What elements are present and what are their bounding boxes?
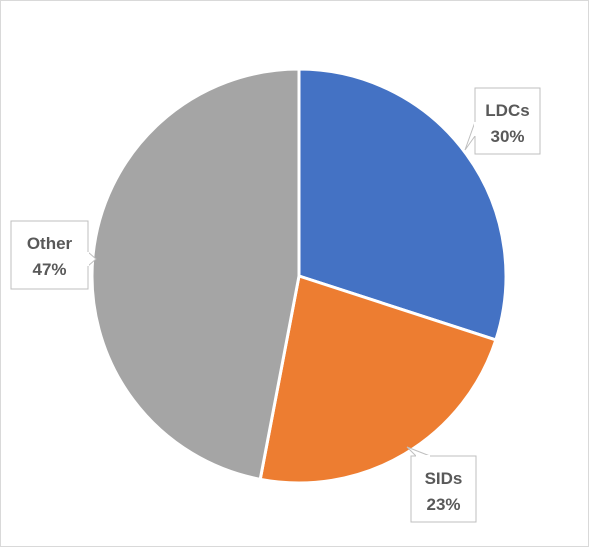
callout-box xyxy=(10,220,89,290)
data-label-category: SIDs xyxy=(425,469,463,488)
data-label-sids: SIDs 23% xyxy=(406,446,477,523)
callout-pointer xyxy=(464,121,476,151)
data-label-ldcs: LDCs 30% xyxy=(464,87,541,155)
callout-box xyxy=(474,87,541,155)
data-label-callouts: LDCs 30% SIDs 23% Other 47% xyxy=(10,87,541,523)
pie-slice-sids xyxy=(258,274,498,485)
pie-slice-ldcs xyxy=(297,67,508,342)
data-label-percent: 47% xyxy=(32,260,66,279)
data-label-percent: 30% xyxy=(490,127,524,146)
data-label-category: Other xyxy=(27,234,73,253)
pie-slices xyxy=(90,67,508,485)
pie-slice-other xyxy=(90,67,301,481)
callout-box xyxy=(410,455,477,523)
data-label-other: Other 47% xyxy=(10,220,97,290)
data-label-category: LDCs xyxy=(485,101,529,120)
data-label-percent: 23% xyxy=(426,495,460,514)
